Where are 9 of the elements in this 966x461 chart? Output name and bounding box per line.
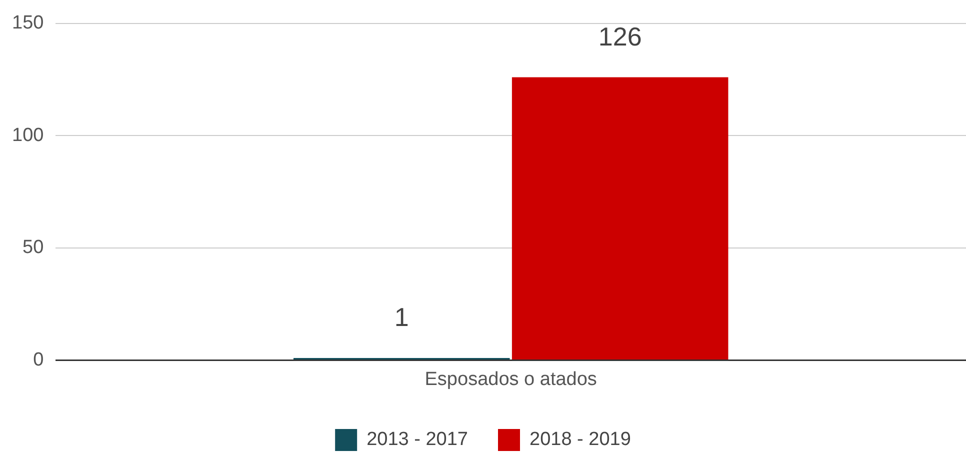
y-tick-label: 50 xyxy=(22,237,44,258)
legend-label: 2018 - 2019 xyxy=(530,429,631,450)
y-tick-label: 0 xyxy=(33,349,44,370)
data-label: 126 xyxy=(598,21,642,52)
data-label: 1 xyxy=(394,302,409,332)
y-tick-label: 150 xyxy=(12,12,44,34)
legend-label: 2013 - 2017 xyxy=(366,429,468,450)
x-tick-label: Esposados o atados xyxy=(424,368,597,390)
y-tick-label: 100 xyxy=(12,124,44,146)
